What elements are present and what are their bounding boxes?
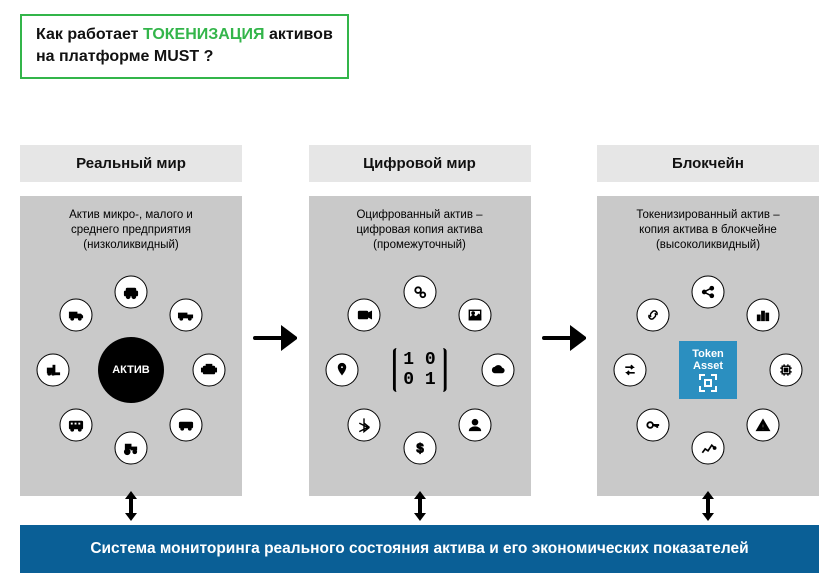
center-matrix: 1 0 0 1 (392, 348, 446, 392)
panel-caption-digital: Оцифрованный актив – цифровая копия акти… (309, 208, 531, 253)
key-icon (636, 409, 669, 442)
token-label-2: Asset (693, 360, 723, 372)
panel-digital: Оцифрованный актив – цифровая копия акти… (309, 196, 531, 496)
footer-monitoring-bar: Система мониторинга реального состояния … (20, 525, 819, 573)
cap-b1: Токенизированный актив – (607, 208, 809, 223)
footer-text: Система мониторинга реального состояния … (90, 540, 748, 558)
svg-text:$: $ (416, 441, 424, 456)
center-asset-circle: АКТИВ (98, 337, 164, 403)
cap-d1: Оцифрованный актив – (319, 208, 521, 223)
title-highlight: ТОКЕНИЗАЦИЯ (143, 26, 265, 43)
gears-icon (403, 276, 436, 309)
cap-r1: Актив микро-, малого и (30, 208, 232, 223)
panel-blockchain: Токенизированный актив – копия актива в … (597, 196, 819, 496)
title-line2: на платформе MUST ? (36, 46, 333, 68)
col-header-real: Реальный мир (20, 145, 242, 182)
cap-d3: (промежуточный) (319, 238, 521, 253)
chart-icon (692, 432, 725, 465)
token-chip-icon (699, 374, 717, 392)
panel-caption-real: Актив микро-, малого и среднего предприя… (20, 208, 242, 253)
flow-arrow-1 (253, 325, 297, 351)
ring-digital: 1 0 0 1 $ (330, 280, 510, 460)
title-post: активов (265, 26, 333, 43)
delivery-icon (59, 298, 92, 331)
dollar-icon: $ (403, 432, 436, 465)
van-icon (170, 409, 203, 442)
matrix-row2: 0 1 (403, 370, 435, 390)
image-icon (458, 298, 491, 331)
user-icon (458, 409, 491, 442)
cap-r3: (низколиквидный) (30, 238, 232, 253)
col-header-blockchain: Блокчейн (597, 145, 819, 182)
swap-icon (614, 354, 647, 387)
warn-icon (747, 409, 780, 442)
share-icon (692, 276, 725, 309)
forklift-icon (37, 354, 70, 387)
bus-icon (59, 409, 92, 442)
col-real-world: Реальный мир Актив микро-, малого и сред… (20, 145, 242, 496)
tractor-icon (115, 432, 148, 465)
truck-icon (170, 298, 203, 331)
title-line1: Как работает ТОКЕНИЗАЦИЯ активов (36, 24, 333, 46)
flow-arrow-2 (542, 325, 586, 351)
col-digital-world: Цифровой мир Оцифрованный актив – цифров… (309, 145, 531, 496)
panel-real: Актив микро-, малого и среднего предприя… (20, 196, 242, 496)
cap-d2: цифровая копия актива (319, 223, 521, 238)
engine-icon (193, 354, 226, 387)
bluetooth-icon (348, 409, 381, 442)
center-token-badge: Token Asset (679, 341, 737, 399)
cloud-icon (481, 354, 514, 387)
bars-icon (747, 298, 780, 331)
cap-b2: копия актива в блокчейне (607, 223, 809, 238)
car-icon (115, 276, 148, 309)
video-icon (348, 298, 381, 331)
col-blockchain: Блокчейн Токенизированный актив – копия … (597, 145, 819, 496)
chip-icon (770, 354, 803, 387)
cap-b3: (высоколиквидный) (607, 238, 809, 253)
link-icon (636, 298, 669, 331)
ring-real: АКТИВ (41, 280, 221, 460)
ring-blockchain: Token Asset (618, 280, 798, 460)
panel-caption-blockchain: Токенизированный актив – копия актива в … (597, 208, 819, 253)
pin-icon (325, 354, 358, 387)
token-label-1: Token (692, 348, 724, 360)
center-asset-label: АКТИВ (112, 364, 150, 376)
cap-r2: среднего предприятия (30, 223, 232, 238)
columns-row: Реальный мир Актив микро-, малого и сред… (20, 145, 819, 496)
title-box: Как работает ТОКЕНИЗАЦИЯ активов на плат… (20, 14, 349, 79)
col-header-digital: Цифровой мир (309, 145, 531, 182)
title-pre: Как работает (36, 26, 143, 43)
matrix-row1: 1 0 (403, 350, 435, 370)
